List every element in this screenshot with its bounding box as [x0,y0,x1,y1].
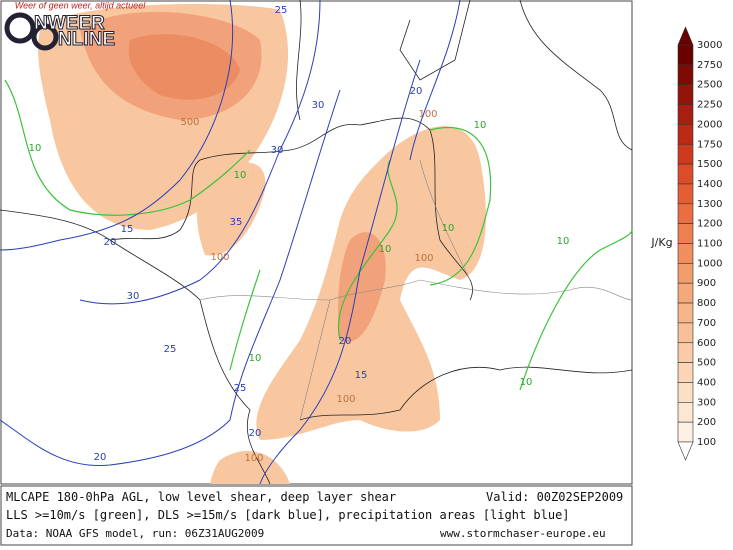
colorbar-swatch [677,282,694,304]
colorbar-unit: J/Kg [650,236,672,249]
contour-label: 25 [234,383,247,394]
colorbar-label: 300 [697,397,716,408]
contour-label: 15 [121,224,134,235]
colorbar-swatch [677,84,694,105]
contour-label: 10 [29,143,42,154]
colorbar-swatch [677,421,694,443]
valid-time: Valid: 00Z02SEP2009 [486,490,624,504]
colorbar-label: 1500 [697,159,722,170]
colorbar-swatch [677,143,694,165]
colorbar-swatch [677,44,694,66]
colorbar-label: 2500 [697,80,722,91]
contour-label: 10 [557,236,570,247]
contour-label: 100 [210,252,229,263]
contour-label: 20 [94,452,107,463]
contour-label: 100 [336,394,355,405]
logo-tagline: Weer of geen weer, altijd actueel [15,0,146,10]
contour-label: 30 [312,100,325,111]
caption-line: MLCAPE 180-0hPa AGL, low level shear, de… [6,490,397,504]
colorbar-label: 500 [697,358,716,369]
caption-line: Data: NOAA GFS model, run: 06Z31AUG2009 [6,527,265,540]
colorbar-swatch [677,223,694,244]
contour-label: 20 [104,237,117,248]
colorbar-swatch [677,322,694,344]
logo: Weer of geen weer, altijd actueel NWEER … [4,0,146,51]
colorbar-label: 600 [697,338,716,349]
contour-label: 10 [520,377,533,388]
colorbar-swatch [677,441,694,461]
colorbar-label: 2750 [697,60,722,71]
colorbar-swatch [677,203,694,224]
contour-label: 10 [474,120,487,131]
contour-label: 25 [275,5,288,16]
colorbar-swatch [677,243,694,264]
colorbar-label: 100 [697,437,716,448]
contour-label: 10 [379,244,392,255]
colorbar-swatch [677,263,694,284]
colorbar-label: 2000 [697,119,722,130]
colorbar-swatch [677,104,694,125]
caption-line: LLS >=10m/s [green], DLS >=15m/s [dark b… [6,508,570,522]
colorbar-swatch [677,362,694,383]
contour-label: 10 [442,223,455,234]
colorbar-label: 200 [697,417,716,428]
colorbar-label: 3000 [697,40,722,51]
colorbar-swatch [677,183,694,205]
logo-text: NLINE [58,29,115,50]
contour-label: 15 [355,370,368,381]
contour-label: 10 [234,170,247,181]
caption-box [0,485,633,546]
colorbar-label: 800 [697,298,716,309]
colorbar-label: 400 [697,377,716,388]
contour-label: 500 [180,117,199,128]
contour-label: 30 [127,291,140,302]
deep-layer-shear-contours [0,0,461,485]
contour-label: 10 [249,353,262,364]
colorbar-label: 2250 [697,100,722,111]
contour-label: 20 [410,86,423,97]
colorbar-label: 1750 [697,139,722,150]
colorbar-label: 900 [697,278,716,289]
contour-label: 20 [249,428,262,439]
low-level-shear-contours [4,79,633,391]
contour-label: 100 [418,109,437,120]
colorbar-label: 1200 [697,219,722,230]
contour-label: 25 [164,344,177,355]
colorbar-label: 700 [697,318,716,329]
colorbar-swatch [677,401,694,423]
colorbar: 3000 2750 2500 2250 2000 1750 1500 1400 1300 1200… [677,26,722,461]
contour-label: 35 [230,217,243,228]
coastlines [0,0,633,485]
colorbar-swatch [677,124,694,145]
colorbar-swatch [677,342,694,363]
colorbar-label: 1300 [697,199,722,210]
colorbar-label: 1400 [697,179,722,190]
colorbar-swatch [677,302,694,324]
colorbar-swatch [677,163,694,185]
colorbar-label: 1000 [697,258,722,269]
site-url: www.stormchaser-europe.eu [440,527,606,540]
contour-label: 100 [244,453,263,464]
colorbar-swatch [677,64,694,85]
contour-label: 30 [271,145,284,156]
contour-labels: 25 500 30 30 10 15 20 35 100 10 20 100 10 10 100 10 10 30… [29,5,570,464]
contour-label: 20 [339,336,352,347]
colorbar-swatch [677,382,694,403]
colorbar-label: 1100 [697,239,722,250]
logo-text: NWEER [34,13,105,34]
contour-label: 100 [414,253,433,264]
borders [199,159,633,421]
